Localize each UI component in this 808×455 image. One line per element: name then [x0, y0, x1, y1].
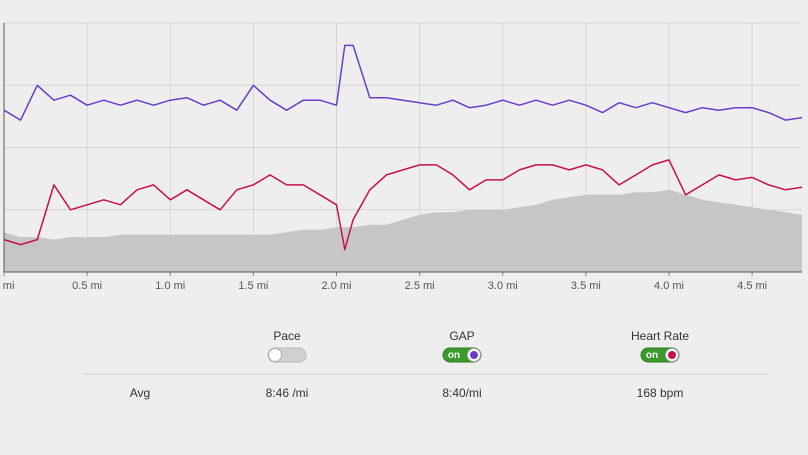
- toggle[interactable]: on: [442, 347, 482, 363]
- elevation-area: [4, 189, 802, 272]
- x-tick-label: 3.0 mi: [488, 280, 518, 292]
- column-header: Pace: [273, 329, 301, 343]
- x-tick-label: 4.0 mi: [654, 280, 684, 292]
- line: [3, 44, 803, 121]
- avg-value: 8:40/mi: [442, 386, 481, 400]
- column-header: Heart Rate: [631, 329, 689, 343]
- toggle-knob: [668, 351, 676, 359]
- x-tick-label: 1.0 mi: [155, 280, 185, 292]
- toggle[interactable]: [267, 347, 307, 363]
- x-tick-label: 1.5 mi: [238, 280, 268, 292]
- x-tick-label: 2.0 mi: [322, 280, 352, 292]
- x-tick-label: 0.5 mi: [72, 280, 102, 292]
- column-header: GAP: [449, 329, 474, 343]
- x-tick-label: 3.5 mi: [571, 280, 601, 292]
- toggle[interactable]: on: [640, 347, 680, 363]
- x-tick-label: 0 mi: [0, 280, 14, 292]
- line: [3, 159, 803, 251]
- toggle-text: on: [646, 350, 658, 361]
- toggle-knob: [470, 351, 478, 359]
- toggle-text: on: [448, 350, 460, 361]
- toggle-knob-ring: [268, 348, 282, 362]
- x-tick-label: 2.5 mi: [405, 280, 435, 292]
- avg-value: 8:46 /mi: [266, 386, 309, 400]
- avg-value: 168 bpm: [637, 386, 684, 400]
- row-label: Avg: [130, 386, 150, 400]
- x-tick-label: 4.5 mi: [737, 280, 767, 292]
